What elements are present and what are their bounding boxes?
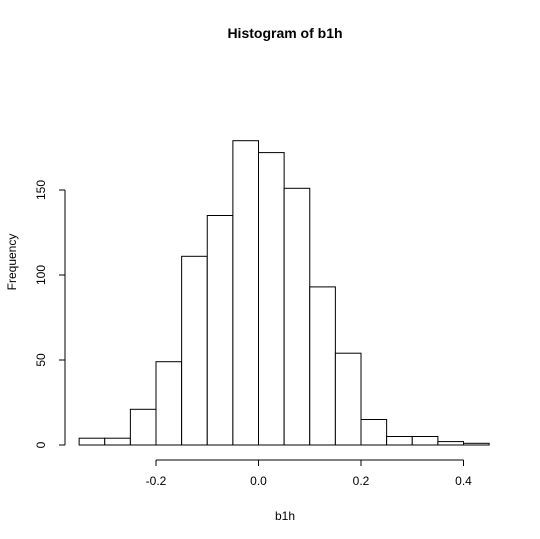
- x-tick-label: -0.2: [146, 474, 167, 488]
- x-axis-label: b1h: [275, 509, 295, 523]
- histogram-bar: [258, 152, 285, 446]
- histogram-bar: [155, 361, 183, 446]
- x-tick-label: 0.0: [250, 474, 267, 488]
- histogram-bar: [386, 436, 413, 446]
- x-tick-label: 0.2: [353, 474, 370, 488]
- histogram-bar: [309, 286, 336, 446]
- bars-group: [78, 140, 490, 446]
- histogram-bar: [360, 419, 388, 446]
- histogram-bar: [181, 255, 208, 446]
- x-tick-label: 0.4: [455, 474, 472, 488]
- y-axis: 0 50 100 150: [34, 180, 66, 448]
- histogram-bar: [411, 436, 439, 446]
- histogram-bar: [78, 437, 106, 446]
- histogram-bar: [334, 352, 362, 446]
- histogram-bar: [129, 408, 157, 446]
- histogram-bar: [232, 140, 260, 446]
- chart-title: Histogram of b1h: [227, 25, 342, 41]
- histogram-bar: [104, 437, 131, 446]
- y-tick-label: 50: [34, 353, 48, 367]
- y-tick-label: 150: [34, 180, 48, 200]
- y-tick-label: 100: [34, 265, 48, 285]
- histogram-bar: [206, 215, 234, 446]
- histogram-bar: [283, 187, 311, 446]
- y-axis-label: Frequency: [5, 234, 19, 291]
- histogram-bar: [437, 441, 465, 446]
- y-tick-label: 0: [34, 441, 48, 448]
- histogram-bar: [463, 442, 490, 446]
- x-axis: -0.2 0.0 0.2 0.4: [146, 459, 472, 488]
